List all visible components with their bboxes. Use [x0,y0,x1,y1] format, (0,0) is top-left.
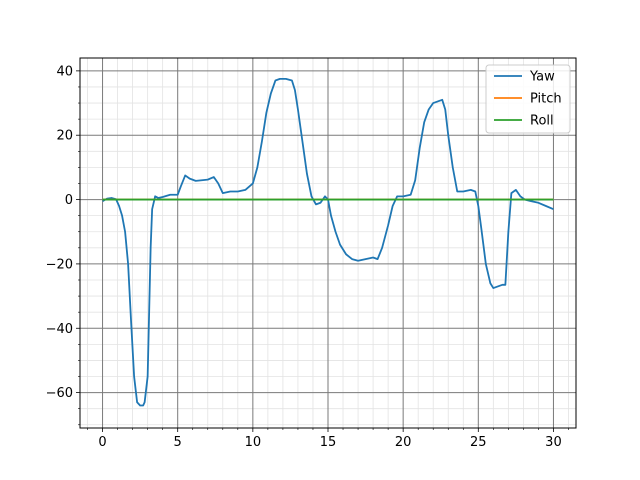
legend: Yaw Pitch Roll [485,64,571,134]
y-tick-label: −20 [46,257,73,272]
x-tick-label: 0 [98,435,106,450]
y-tick-label: 0 [65,193,73,208]
y-axis: −60 −40 −20 0 20 40 [46,64,80,426]
y-tick-label: −60 [46,386,73,401]
series-line-yaw [102,78,554,407]
legend-label-yaw: Yaw [529,70,555,85]
y-tick-label: 20 [56,129,73,144]
x-tick-label: 20 [395,435,412,450]
legend-box [485,64,571,134]
x-tick-label: 30 [545,435,562,450]
x-axis: 0 5 10 15 20 25 30 [87,428,569,450]
series-layer [102,78,554,407]
x-tick-label: 5 [174,435,182,450]
y-tick-label: −40 [46,322,73,337]
legend-label-roll: Roll [530,114,554,129]
y-tick-label: 40 [56,64,73,79]
x-tick-label: 15 [320,435,337,450]
legend-label-pitch: Pitch [530,92,562,107]
x-tick-label: 10 [245,435,262,450]
x-tick-label: 25 [470,435,487,450]
